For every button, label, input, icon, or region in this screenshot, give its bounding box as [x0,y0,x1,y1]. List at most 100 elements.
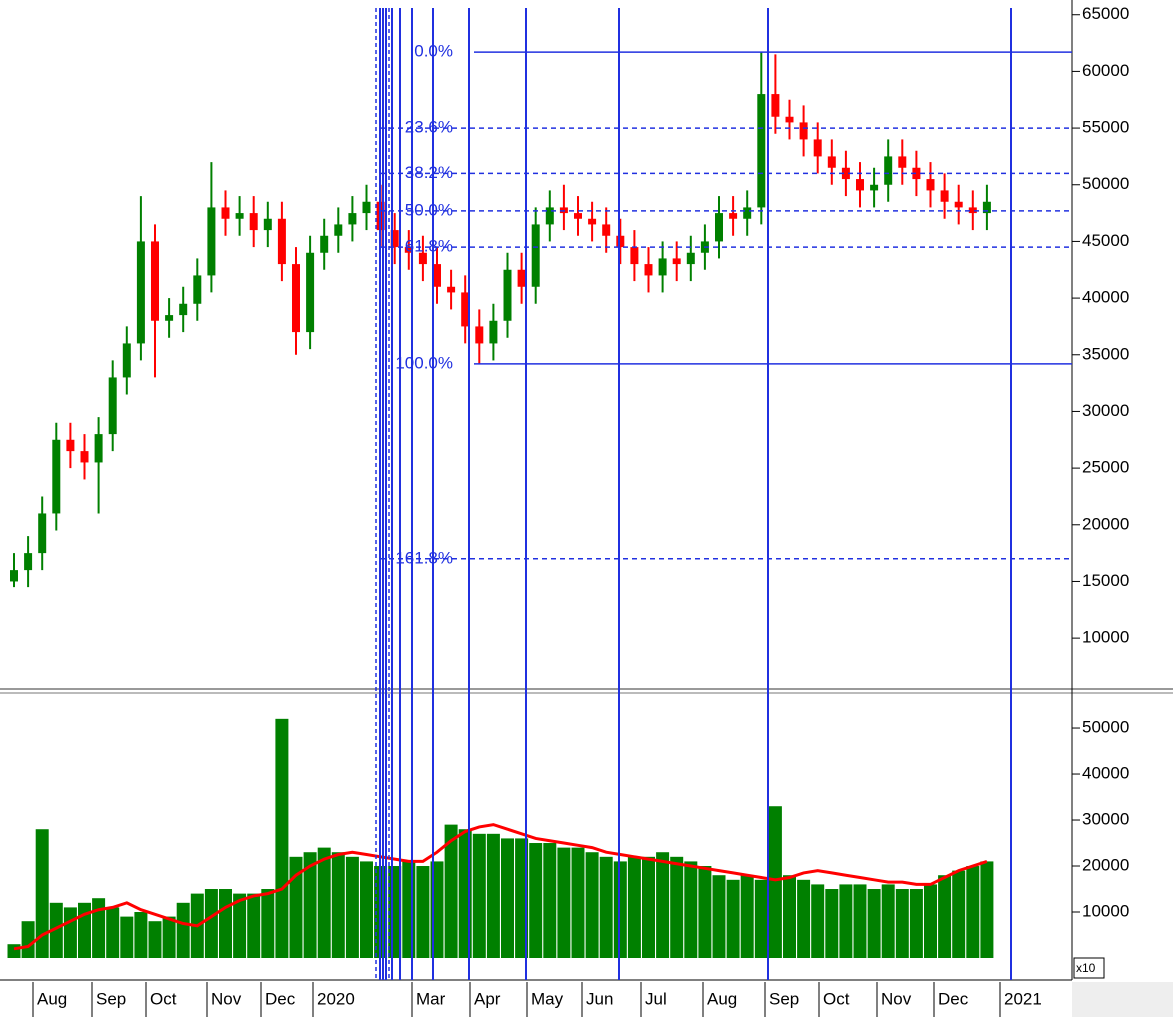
volume-bar [853,884,867,958]
candle-body [940,190,949,202]
volume-bar [895,889,909,958]
candle-body [94,434,103,463]
candle-body [263,218,272,231]
candle-body [827,156,836,168]
y-tick-label: 35000 [1082,344,1129,363]
candle-body [52,439,61,514]
x-tick-label: Nov [211,989,242,1008]
candle-body [418,252,427,265]
candle-body [461,292,470,327]
candle-body [630,247,639,265]
volume-bar [980,861,994,958]
volume-bar [176,902,190,958]
volume-bar [204,889,218,958]
x-tick-label: Dec [938,989,969,1008]
candle-body [841,167,850,180]
volume-bar [839,884,853,958]
volume-bar [952,870,966,958]
volume-bar [726,879,740,958]
candle-body [151,241,159,321]
candle-body [277,218,286,265]
candle-body [348,213,357,225]
volume-bar [515,838,529,958]
candle-body [235,213,244,219]
volume-bar [247,893,261,958]
volume-bar [712,875,726,958]
x-tick-label: Oct [823,989,850,1008]
candle-body [982,201,991,214]
candle-body [475,326,484,344]
volume-bar [416,866,430,958]
fib-label: 50.0% [405,200,453,219]
candle-body [954,201,963,208]
x-tick-label: Sep [96,989,126,1008]
x-tick-label: Apr [474,989,501,1008]
volume-bar [642,856,655,958]
volume-bar [106,907,120,958]
candle-body [672,258,681,265]
candle-body [193,275,202,304]
candle-body [602,224,611,236]
y-tick-label: 40000 [1082,288,1129,307]
candle-body [856,179,864,191]
y-tick-label: 30000 [1082,810,1129,829]
volume-bar [698,866,712,958]
corner-box [1072,982,1173,1017]
volume-bar [219,889,232,958]
candle-body [870,184,879,191]
fib-label: 23.6% [405,118,453,137]
volume-bar [49,902,63,958]
candle-body [785,116,794,123]
candle-body [531,224,540,287]
candle-body [362,201,371,214]
x-tick-label: Dec [265,989,296,1008]
candle-body [165,315,174,321]
x-tick-label: 2021 [1004,989,1042,1008]
volume-bar [472,833,486,958]
volume-bar [627,856,641,958]
volume-bar [360,861,373,958]
candle-body [884,156,893,185]
fib-label: 61.8% [405,237,453,256]
volume-bar [740,875,754,958]
volume-bar [134,912,148,958]
unit-label: x10 [1076,961,1096,975]
volume-bar [317,847,331,958]
volume-bar [585,852,599,958]
candle-body [320,235,329,253]
x-tick-label: Aug [37,989,67,1008]
volume-bar [938,875,952,958]
y-tick-label: 25000 [1082,458,1129,477]
x-tick-label: May [531,989,564,1008]
volume-bar [303,852,317,958]
volume-bar [233,893,247,958]
ma-line [13,823,988,951]
x-tick-label: Mar [416,989,446,1008]
candle-body [136,241,145,344]
candle-body [24,553,33,571]
volume-bar [7,944,21,958]
volume-bar [148,921,162,958]
y-tick-label: 30000 [1082,401,1129,420]
candle-body [517,269,526,287]
y-tick-label: 15000 [1082,571,1129,590]
x-tick-label: Jun [586,989,613,1008]
y-tick-label: 60000 [1082,61,1129,80]
volume-bar [670,856,684,958]
candle-body [433,264,441,287]
volume-bar [797,879,811,958]
volume-bar [78,902,91,958]
volume-bar [63,907,77,958]
volume-bar [754,879,768,958]
volume-bar [162,916,176,958]
y-tick-label: 20000 [1082,514,1129,533]
candle-body [729,213,738,219]
volume-bar [120,916,134,958]
volume-bar [529,843,543,958]
candle-body [66,439,75,452]
candle-body [489,320,498,344]
candle-body [404,247,413,253]
candle-body [686,252,695,265]
volume-bar [599,856,613,958]
candle-body [447,286,456,293]
